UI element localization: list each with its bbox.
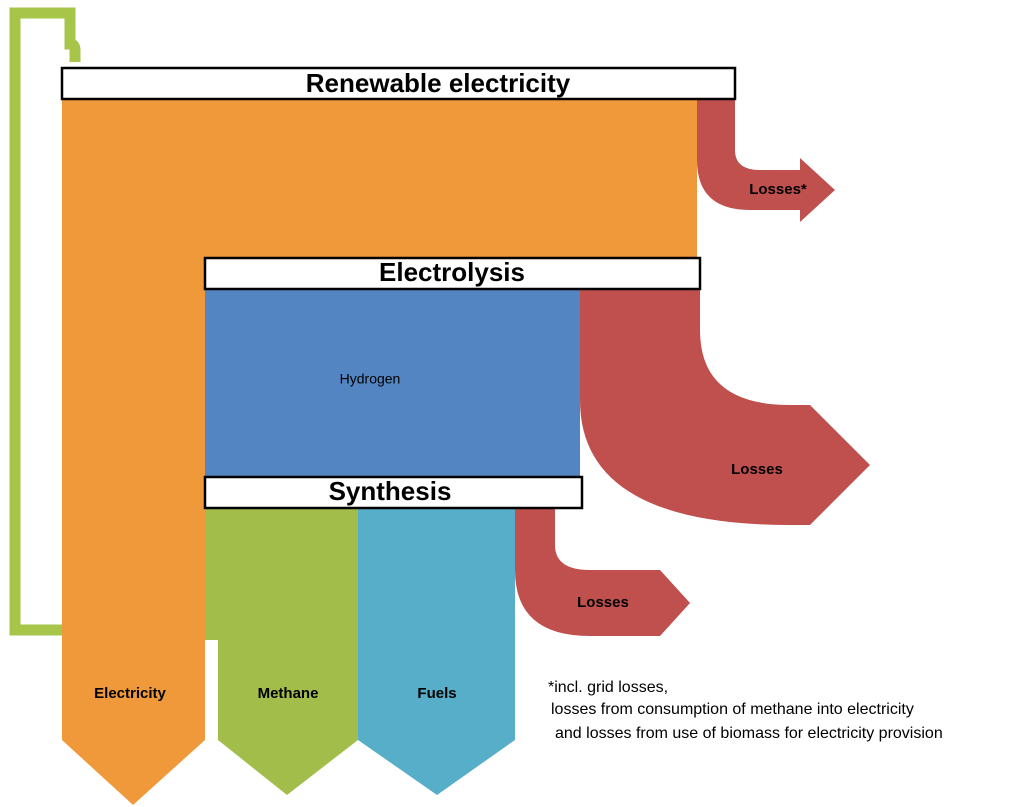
footnote: *incl. grid losses, xyxy=(548,679,668,696)
loss-flow xyxy=(580,289,870,525)
methane-flow xyxy=(205,508,358,795)
loss-flow xyxy=(515,508,690,636)
node-box xyxy=(203,256,702,291)
flow-label: Losses* xyxy=(749,181,807,198)
loop xyxy=(9,7,221,640)
node-box xyxy=(60,66,737,101)
hydrogen-flow xyxy=(205,289,580,477)
flow-label: Hydrogen xyxy=(340,371,401,387)
node-label: Electrolysis xyxy=(379,257,525,287)
footnote: and losses from use of biomass for elect… xyxy=(555,725,943,742)
flow-label: Losses xyxy=(731,461,783,478)
node-box xyxy=(203,475,584,510)
node-label: Synthesis xyxy=(329,476,452,506)
orange-flow xyxy=(62,99,697,805)
flow-label: Losses xyxy=(577,594,629,611)
fuels-flow xyxy=(358,508,515,795)
node-label: Renewable electricity xyxy=(306,68,571,98)
output-label: Fuels xyxy=(417,685,456,702)
loss-flow xyxy=(697,99,835,222)
footnote: losses from consumption of methane into … xyxy=(551,701,914,718)
output-label: Methane xyxy=(258,685,319,702)
output-label: Electricity xyxy=(94,685,166,702)
